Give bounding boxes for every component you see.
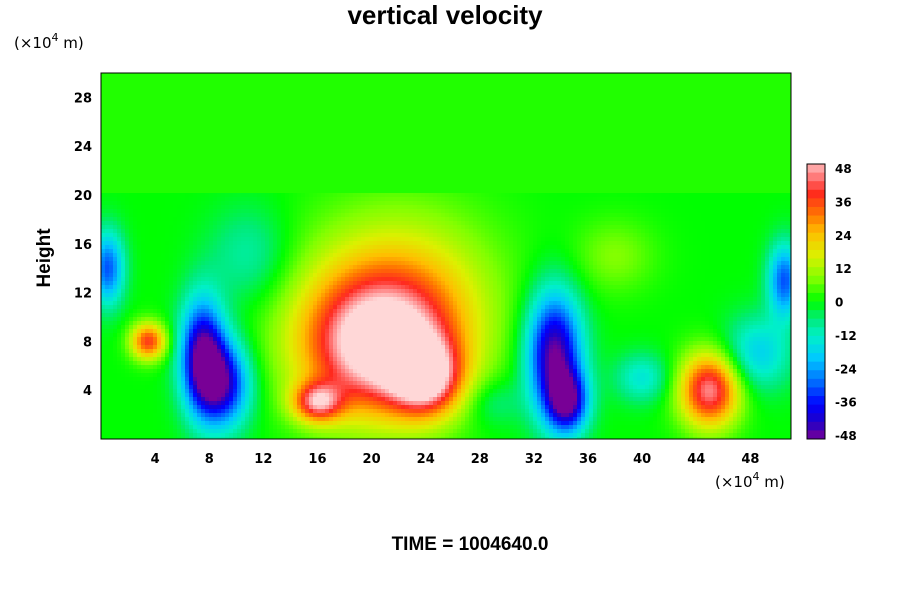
colorbar-tick-label: -24: [835, 362, 857, 376]
colorbar-band: [807, 370, 825, 379]
colorbar-band: [807, 310, 825, 319]
x-tick-label: 4: [151, 452, 160, 467]
colorbar-band: [807, 250, 825, 259]
colorbar-band: [807, 336, 825, 345]
colorbar: 48 36 24 12 0 -12 -24 -36 -48: [807, 162, 857, 443]
colorbar-band: [807, 413, 825, 422]
colorbar-band: [807, 198, 825, 207]
colorbar-band: [807, 164, 825, 173]
x-tick-label: 12: [254, 452, 272, 467]
x-tick-label: 20: [363, 452, 381, 467]
colorbar-band: [807, 362, 825, 371]
colorbar-band: [807, 224, 825, 233]
colorbar-band: [807, 293, 825, 302]
colorbar-band: [807, 173, 825, 182]
colorbar-band: [807, 216, 825, 225]
colorbar-band: [807, 233, 825, 242]
x-tick-label: 28: [471, 452, 489, 467]
x-tick-label: 36: [579, 452, 597, 467]
colorbar-band: [807, 396, 825, 405]
x-axis: 4 8 12 16 20 24 28 32 36 40 44 48: [151, 452, 760, 467]
colorbar-band: [807, 344, 825, 353]
colorbar-band: [807, 276, 825, 285]
y-axis-unit: (×104 m): [14, 31, 84, 52]
colorbar-tick-label: 36: [835, 195, 852, 209]
x-tick-label: 16: [308, 452, 326, 467]
colorbar-band: [807, 319, 825, 328]
colorbar-band: [807, 430, 825, 439]
colorbar-tick-label: 24: [835, 229, 852, 243]
y-tick-label: 24: [74, 140, 92, 155]
x-tick-label: 24: [417, 452, 435, 467]
colorbar-band: [807, 387, 825, 396]
heatmap-plot-area: [101, 73, 792, 440]
time-label: TIME = 1004640.0: [392, 534, 549, 555]
colorbar-band: [807, 259, 825, 268]
x-tick-label: 32: [525, 452, 543, 467]
y-tick-label: 8: [83, 335, 92, 350]
colorbar-band: [807, 379, 825, 388]
x-tick-label: 40: [633, 452, 651, 467]
x-tick-label: 8: [205, 452, 214, 467]
colorbar-band: [807, 353, 825, 362]
x-axis-unit: (×104 m): [715, 470, 785, 491]
colorbar-tick-label: 12: [835, 262, 852, 276]
y-axis-label: Height: [34, 228, 55, 288]
colorbar-tick-label: 48: [835, 162, 852, 176]
colorbar-band: [807, 284, 825, 293]
colorbar-tick-label: -36: [835, 396, 857, 410]
colorbar-tick-label: -48: [835, 429, 857, 443]
y-axis: 4 8 12 16 20 24 28: [74, 91, 92, 399]
colorbar-band: [807, 207, 825, 216]
y-tick-label: 12: [74, 287, 92, 302]
colorbar-band: [807, 327, 825, 336]
y-tick-label: 20: [74, 189, 92, 204]
y-tick-label: 4: [83, 384, 92, 399]
colorbar-band: [807, 422, 825, 431]
colorbar-band: [807, 181, 825, 190]
chart-title: vertical velocity: [347, 0, 543, 30]
y-tick-label: 16: [74, 238, 92, 253]
x-tick-label: 48: [741, 452, 759, 467]
x-tick-label: 44: [687, 452, 705, 467]
colorbar-band: [807, 241, 825, 250]
colorbar-band: [807, 190, 825, 199]
colorbar-band: [807, 302, 825, 311]
colorbar-tick-label: 0: [835, 296, 843, 310]
colorbar-band: [807, 267, 825, 276]
colorbar-band: [807, 405, 825, 414]
colorbar-tick-label: -12: [835, 329, 857, 343]
y-tick-label: 28: [74, 91, 92, 106]
